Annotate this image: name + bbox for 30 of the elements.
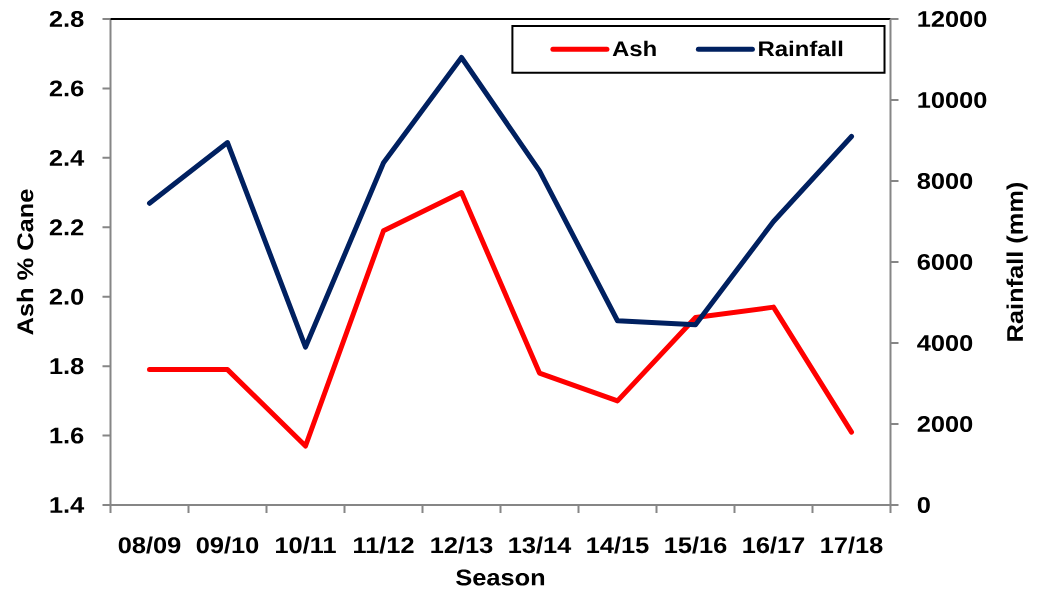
y2-tick-label: 4000 <box>917 334 973 352</box>
x-tick-label: 10/11 <box>276 536 336 554</box>
legend-label: Rainfall <box>759 40 843 57</box>
y-tick-label: 1.6 <box>50 427 84 444</box>
y-tick-label: 2.2 <box>49 219 84 236</box>
y2-axis-title: Rainfall (mm) <box>1006 182 1028 341</box>
x-tick-label: 11/12 <box>354 536 414 554</box>
y2-tick-label: 10000 <box>918 91 987 109</box>
y2-tick-label: 6000 <box>917 253 973 271</box>
y2-tick-label: 8000 <box>917 172 973 190</box>
legend-label: Ash <box>612 40 656 57</box>
y-tick-label: 1.8 <box>50 358 84 375</box>
y-tick-label: 2.8 <box>49 10 84 28</box>
y-tick-label: 1.4 <box>50 497 85 513</box>
y-tick-label: 2.0 <box>49 288 84 305</box>
y2-tick-label: 12000 <box>918 10 987 28</box>
x-tick-label: 17/18 <box>821 536 883 554</box>
x-tick-label: 09/10 <box>196 536 259 554</box>
x-tick-label: 12/13 <box>431 536 493 554</box>
y2-tick-label: 2000 <box>917 415 973 433</box>
x-tick-label: 08/09 <box>118 536 181 554</box>
x-tick-label: 15/16 <box>665 536 727 554</box>
y-tick-label: 2.4 <box>49 149 85 166</box>
y2-tick-label: 0 <box>917 496 930 514</box>
x-axis-title: Season <box>456 569 545 586</box>
x-tick-label: 13/14 <box>509 536 572 554</box>
x-tick-label: 14/15 <box>587 536 649 554</box>
x-tick-label: 16/17 <box>743 536 805 554</box>
y-tick-label: 2.6 <box>49 80 84 97</box>
y-axis-title: Ash % Cane <box>16 189 34 335</box>
